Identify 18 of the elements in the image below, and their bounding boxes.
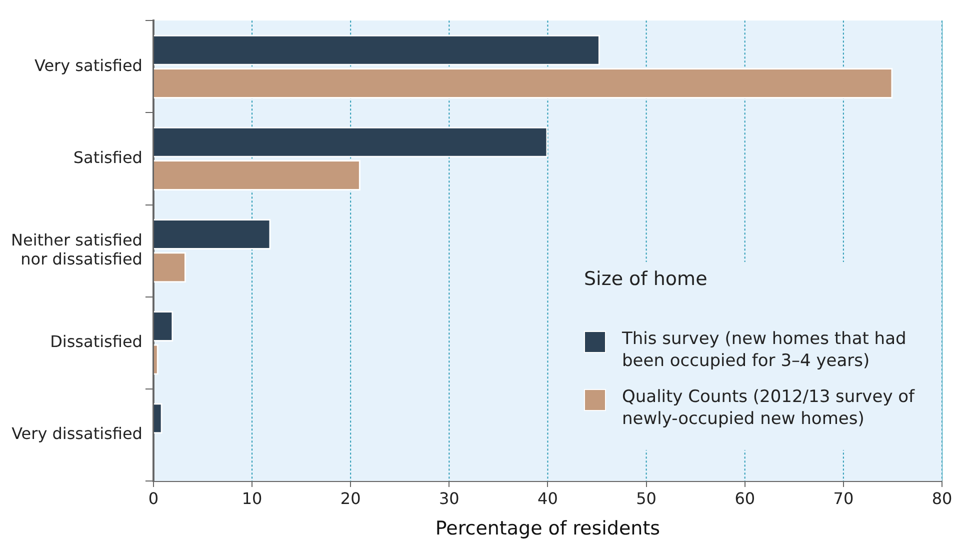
x-tick-label: 70 [833, 488, 854, 508]
x-tick-label: 50 [636, 488, 656, 508]
y-tick-label: Dissatisfied [50, 332, 142, 352]
x-axis-title: Percentage of residents [435, 518, 660, 540]
x-tick-label: 60 [734, 488, 756, 508]
legend-label: This survey (new homes that had been occupied for 3–4 years) [622, 328, 908, 372]
x-tick-label: 0 [148, 488, 159, 508]
y-tick-label: Satisfied [73, 148, 142, 167]
x-tick-label: 40 [538, 488, 558, 508]
y-tick-label: Very dissatisfied [12, 424, 142, 444]
legend-title: Size of home [584, 268, 708, 290]
y-tick-label: Very satisfied [34, 56, 142, 75]
x-tick-label: 20 [340, 488, 361, 508]
x-tick-label: 80 [932, 488, 952, 508]
x-tick-label: 10 [242, 488, 262, 508]
legend-label: Quality Counts (2012/13 survey of newly-occupied new homes) [622, 386, 916, 430]
y-tick-label: Neither satisfied nor dissatisfied [11, 230, 142, 269]
x-tick-label: 30 [438, 488, 460, 508]
